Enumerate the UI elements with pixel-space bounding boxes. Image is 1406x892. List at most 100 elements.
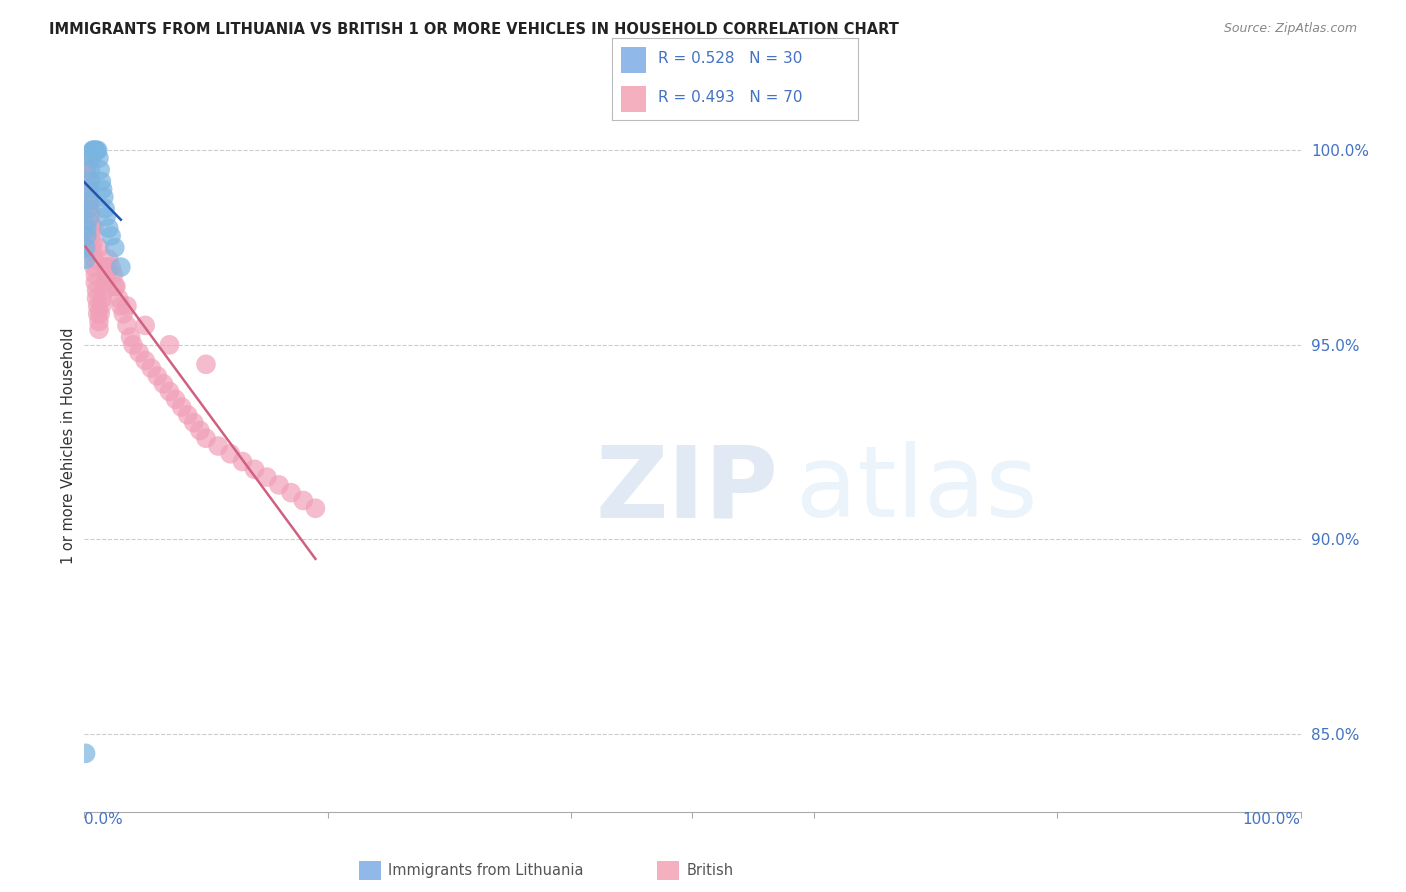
Point [134,318,156,333]
Point [128,345,150,359]
Point [82,144,104,158]
Point [77,182,100,196]
Point [280,485,302,500]
Point [79,202,101,216]
Point [77,182,100,196]
Point [195,431,218,445]
Point [76,221,98,235]
Point [77,202,100,216]
Point [86,284,108,298]
Text: Immigrants from Lithuania: Immigrants from Lithuania [388,863,583,878]
Text: British: British [686,863,734,878]
Point [75,747,97,761]
Point [79,162,101,177]
Text: R = 0.528   N = 30: R = 0.528 N = 30 [658,52,803,66]
Point [82,244,104,259]
Point [89,162,111,177]
Text: R = 0.493   N = 70: R = 0.493 N = 70 [658,90,803,105]
Point [110,299,132,313]
Point [104,241,127,255]
Point [159,338,181,352]
Point [79,213,101,227]
Point [82,236,104,251]
Point [93,190,115,204]
Point [77,213,100,227]
Text: 0.0%: 0.0% [84,812,124,827]
Point [183,416,205,430]
Point [87,299,110,313]
Point [100,260,122,274]
Point [96,268,118,282]
Point [75,155,97,169]
Point [165,392,187,407]
Point [122,338,145,352]
Point [146,368,169,383]
FancyBboxPatch shape [621,46,647,73]
FancyBboxPatch shape [621,86,647,112]
Point [75,252,97,267]
Point [80,147,103,161]
Point [93,284,115,298]
Point [100,228,122,243]
Point [90,299,112,313]
Point [86,144,108,158]
Point [97,221,120,235]
Point [110,260,132,274]
Point [77,198,100,212]
Point [112,307,135,321]
Point [90,174,112,188]
Point [87,322,110,336]
Point [120,330,142,344]
Point [89,307,111,321]
Point [84,144,107,158]
Point [75,241,97,255]
Point [107,291,129,305]
Point [219,447,242,461]
Text: ZIP: ZIP [595,442,778,539]
Point [304,501,326,516]
Point [87,307,110,321]
Point [104,279,127,293]
Text: atlas: atlas [796,442,1038,539]
Point [141,361,163,376]
Point [79,205,101,219]
Point [267,478,290,492]
Point [256,470,278,484]
Point [91,291,114,305]
Point [94,276,117,290]
Text: 100.0%: 100.0% [1243,812,1301,827]
Point [83,144,105,158]
Point [292,493,315,508]
Point [207,439,229,453]
Point [80,221,103,235]
Text: IMMIGRANTS FROM LITHUANIA VS BRITISH 1 OR MORE VEHICLES IN HOUSEHOLD CORRELATION: IMMIGRANTS FROM LITHUANIA VS BRITISH 1 O… [49,22,898,37]
Y-axis label: 1 or more Vehicles in Household: 1 or more Vehicles in Household [60,327,76,565]
Point [80,228,103,243]
Text: Source: ZipAtlas.com: Source: ZipAtlas.com [1223,22,1357,36]
Point [115,299,138,313]
Point [96,260,118,274]
Point [170,400,193,414]
Point [79,174,101,188]
Point [87,314,110,328]
Point [177,408,200,422]
Point [82,144,104,158]
Point [83,221,105,235]
Point [243,462,266,476]
Point [94,202,117,216]
Point [77,170,100,185]
Point [87,144,110,158]
Point [231,454,253,468]
Point [115,318,138,333]
Point [87,241,110,255]
Point [188,424,211,438]
Point [86,291,108,305]
Point [96,260,118,274]
Point [96,210,118,224]
Point [159,384,181,399]
Point [91,182,114,196]
Point [83,252,105,267]
Point [87,151,110,165]
Point [134,353,156,368]
Point [77,194,100,208]
